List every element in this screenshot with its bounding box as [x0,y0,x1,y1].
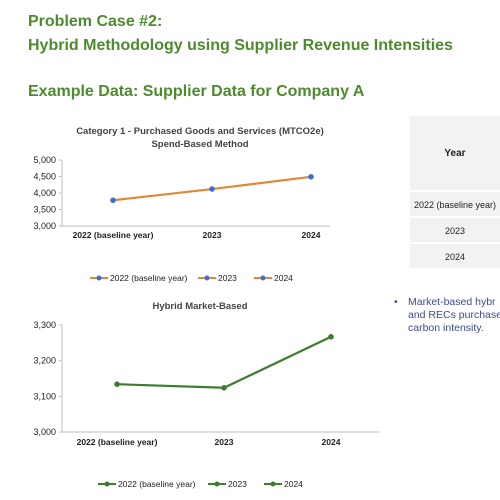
y-tick-label: 3,000 [33,427,56,437]
data-point [221,384,227,391]
legend-marker [96,275,102,281]
table-row: 2024 [410,244,500,270]
chart1-title-line2: Spend-Based Method [151,139,249,150]
x-tick-label: 2022 (baseline year) [77,437,158,447]
legend-marker [104,481,110,487]
x-tick-label: 2022 (baseline year) [73,230,154,240]
slide-subtitle: Example Data: Supplier Data for Company … [28,83,365,100]
x-tick-label: 2024 [302,230,321,240]
table-row: 2023 [410,218,500,244]
y-tick-label: 4,500 [33,172,56,182]
y-tick-label: 4,000 [33,188,56,198]
chart2-title-line1: Hybrid Market-Based [152,301,248,312]
data-point [114,381,120,388]
chart1-spend-based: 3,000 3,500 4,000 4,500 5,000 2022 (baseline … [33,155,330,283]
series-line [116,335,332,389]
legend-entry: 2022 (baseline year) [110,273,188,283]
y-tick-label: 3,500 [33,205,56,215]
bullet-text: Market-based hybr and RECs purchase carb… [408,296,500,334]
bullet-point: • Market-based hybr and RECs purchase ca… [394,296,500,335]
year-table: Year 2022 (baseline year) 2023 2024 [410,116,500,270]
data-point [110,197,116,204]
chart2-hybrid-market-based: 3,000 3,100 3,200 3,300 2022 (baseline year)… [33,320,380,489]
chart2-title: Hybrid Market-Based [40,300,360,313]
legend-marker [260,275,266,281]
chart1-title-line1: Category 1 - Purchased Goods and Service… [76,126,324,137]
x-tick-label: 2023 [215,437,234,447]
slide-title-line2: Hybrid Methodology using Supplier Revenu… [28,37,453,54]
legend-entry: 2023 [228,479,247,489]
legend-marker [204,275,210,281]
data-point [328,333,334,340]
legend-entry: 2024 [284,479,303,489]
x-tick-label: 2024 [322,437,341,447]
y-tick-label: 3,200 [33,356,56,366]
legend-marker [270,481,276,487]
y-tick-label: 3,000 [33,221,56,231]
y-tick-label: 3,300 [33,320,56,330]
y-tick-label: 5,000 [33,155,56,165]
table-row: 2022 (baseline year) [410,192,500,218]
legend-entry: 2023 [218,273,237,283]
data-point [308,174,314,180]
y-tick-label: 3,100 [33,391,56,401]
legend-marker [214,481,220,487]
chart1-title: Category 1 - Purchased Goods and Service… [40,125,360,151]
bullet-symbol: • [394,296,398,308]
slide-title-line1: Problem Case #2: [28,13,163,30]
legend-entry: 2024 [274,273,293,283]
table-header-year: Year [410,116,500,192]
data-point [209,186,215,192]
legend-entry: 2022 (baseline year) [118,479,196,489]
x-tick-label: 2023 [203,230,222,240]
